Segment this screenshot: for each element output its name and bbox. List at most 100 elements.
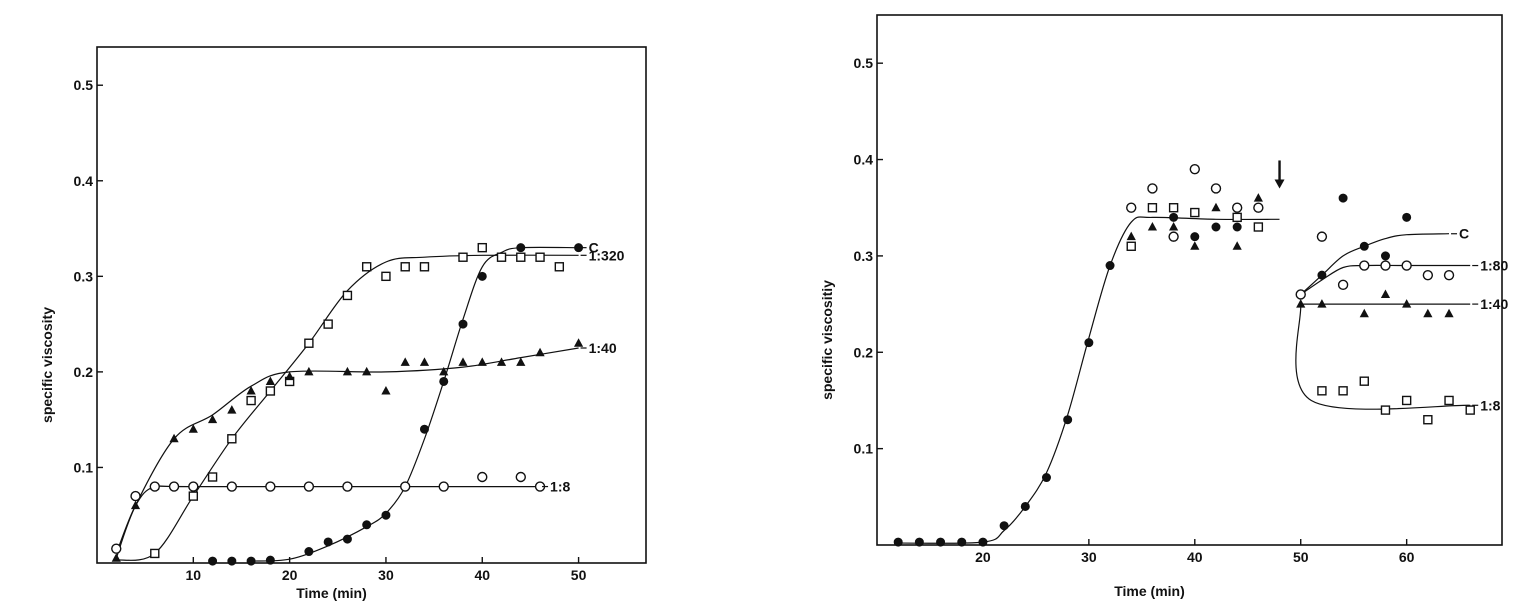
- data-point: [1444, 395, 1454, 406]
- plot-frame: [876, 14, 1503, 546]
- right-chart: 20 30 40 50 60 0.1 0.2 0.3 0.4 0.5 Time (min) speci…: [819, 14, 1508, 599]
- data-point: [496, 252, 507, 262]
- data-point: [1443, 269, 1455, 281]
- y-tick-label: 0.4: [854, 152, 874, 168]
- data-point: [1020, 501, 1030, 511]
- data-point: [477, 357, 487, 366]
- data-point: [342, 534, 352, 544]
- data-point: [362, 520, 372, 530]
- data-point: [573, 338, 584, 347]
- x-tick-label: 40: [1187, 549, 1203, 565]
- data-point: [1190, 207, 1200, 218]
- data-point: [265, 555, 275, 565]
- data-point: [207, 472, 218, 482]
- series-line: [116, 254, 579, 561]
- data-point: [130, 490, 141, 502]
- data-point: [1169, 212, 1179, 222]
- data-point: [477, 271, 487, 281]
- data-point: [1126, 241, 1136, 251]
- x-tick-label: 20: [975, 549, 991, 565]
- series-line: [898, 216, 1280, 544]
- data-point: [169, 433, 179, 443]
- series-label: 1:320: [589, 247, 625, 263]
- data-point: [914, 537, 924, 547]
- data-point: [438, 481, 449, 492]
- series-1-320-1: 1:320: [116, 242, 625, 561]
- data-point: [419, 424, 429, 434]
- data-point: [1444, 308, 1454, 318]
- data-point: [188, 491, 199, 501]
- series-line: [1300, 233, 1450, 295]
- data-point: [207, 414, 218, 424]
- data-point: [304, 338, 314, 348]
- data-point: [1147, 222, 1158, 231]
- data-point: [1147, 183, 1158, 194]
- data-point: [1316, 231, 1328, 242]
- data-point: [1147, 203, 1158, 213]
- data-point: [439, 376, 449, 386]
- series-label: C: [1459, 226, 1469, 242]
- series-unlabeled-0: [893, 212, 1280, 547]
- data-point: [246, 395, 256, 406]
- data-point: [1380, 289, 1391, 298]
- x-tick-label: 40: [474, 567, 490, 583]
- data-point: [535, 347, 545, 357]
- y-tick-label: 0.3: [854, 248, 874, 264]
- data-point: [246, 386, 256, 395]
- data-point: [1359, 241, 1369, 251]
- data-point: [1423, 415, 1433, 425]
- data-point: [188, 424, 198, 433]
- y-tick-label: 0.3: [74, 268, 94, 284]
- data-point: [1401, 260, 1412, 271]
- data-point: [342, 366, 353, 376]
- data-point: [1422, 269, 1434, 281]
- data-point: [1232, 222, 1242, 232]
- y-tick-label: 0.1: [854, 441, 874, 457]
- data-point: [323, 537, 333, 547]
- data-point: [1168, 231, 1179, 242]
- data-point: [285, 371, 295, 381]
- data-point: [535, 252, 545, 262]
- data-point: [1126, 202, 1137, 213]
- data-point: [362, 366, 372, 376]
- data-point: [111, 553, 121, 562]
- data-point: [1211, 202, 1221, 212]
- data-point: [1359, 308, 1369, 318]
- data-point: [1296, 299, 1306, 308]
- data-point: [265, 376, 275, 385]
- series-label: C: [589, 240, 599, 256]
- data-point: [1295, 289, 1306, 300]
- data-point: [381, 510, 391, 520]
- series-line: [115, 347, 579, 559]
- data-point: [496, 357, 507, 366]
- x-tick-label: 60: [1399, 549, 1415, 565]
- data-point: [381, 386, 391, 395]
- data-point: [1190, 232, 1200, 242]
- data-point: [1380, 405, 1391, 415]
- data-point: [265, 481, 276, 492]
- data-point: [111, 543, 122, 554]
- x-tick-label: 50: [1293, 549, 1309, 565]
- data-point: [1317, 299, 1327, 308]
- data-point: [1423, 308, 1433, 318]
- data-point: [1253, 202, 1264, 213]
- data-point: [1402, 299, 1412, 308]
- data-point: [342, 290, 353, 301]
- data-point: [226, 481, 238, 492]
- data-point: [304, 366, 314, 376]
- data-point: [1169, 222, 1179, 231]
- data-point: [400, 262, 410, 272]
- data-point: [303, 481, 315, 492]
- y-tick-label: 0.1: [74, 459, 94, 475]
- series-label: 1:40: [589, 340, 617, 356]
- data-point: [323, 319, 333, 329]
- data-point: [1465, 405, 1475, 415]
- y-tick-label: 0.5: [854, 55, 874, 71]
- data-point: [439, 366, 449, 376]
- data-point: [1189, 163, 1200, 175]
- data-point: [458, 357, 468, 366]
- series-1-80-5: 1:80: [1295, 231, 1508, 300]
- x-tick-label: 20: [282, 567, 298, 583]
- series-c-4: C: [1296, 193, 1469, 299]
